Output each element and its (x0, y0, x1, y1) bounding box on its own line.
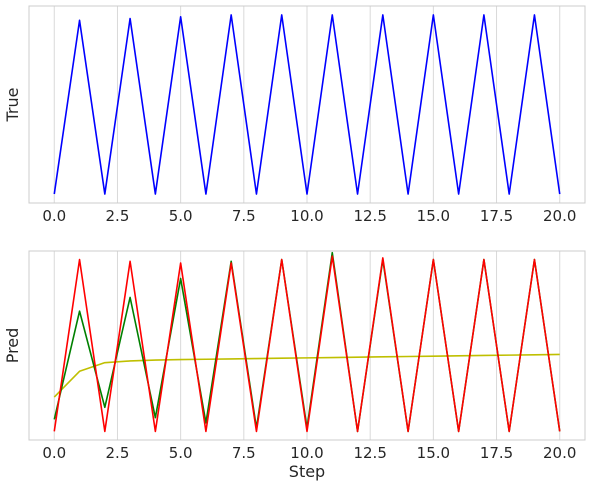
x-tick-label: 0.0 (42, 444, 66, 462)
x-tick-label: 15.0 (417, 444, 450, 462)
series-line-1 (53, 353, 560, 398)
x-tick-label: 7.5 (232, 444, 256, 462)
axes-frame (28, 5, 586, 204)
x-tick-label: 20.0 (543, 444, 576, 462)
subplot-2: 0.0 2.5 5.0 7.5 10.0 12.5 15.0 17.5 20.0 Pred Step (3, 250, 586, 481)
subplot-1: 0.0 2.5 5.0 7.5 10.0 12.5 15.0 17.5 20.0 True (3, 5, 586, 225)
x-tick-label: 7.5 (232, 207, 256, 225)
y-axis-label: Pred (3, 328, 22, 364)
x-tick-label: 17.5 (480, 444, 513, 462)
axes-frame (28, 250, 586, 441)
x-tick-label: 10.0 (290, 207, 323, 225)
x-tick-label: 12.5 (353, 444, 386, 462)
x-tick-label: 2.5 (106, 207, 130, 225)
x-tick-label: 12.5 (353, 207, 386, 225)
x-tick-label: 5.0 (169, 444, 193, 462)
y-axis-label: True (3, 88, 22, 123)
x-axis-label: Step (289, 462, 325, 481)
x-tick-label: 5.0 (169, 207, 193, 225)
series-line-1 (53, 14, 561, 195)
x-tick-label: 17.5 (480, 207, 513, 225)
series-line-3 (53, 255, 561, 433)
x-tick-label: 10.0 (290, 444, 323, 462)
x-tick-label: 2.5 (106, 444, 130, 462)
x-tick-label: 20.0 (543, 207, 576, 225)
x-tick-label: 15.0 (417, 207, 450, 225)
x-tick-label: 0.0 (42, 207, 66, 225)
